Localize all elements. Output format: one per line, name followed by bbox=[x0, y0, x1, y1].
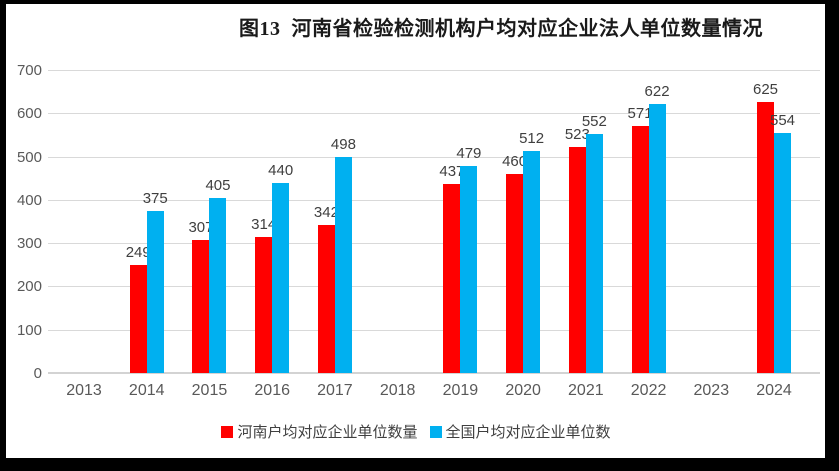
bar-value-label: 307 bbox=[188, 219, 214, 237]
bar-national bbox=[209, 197, 227, 373]
legend: 河南户均对应企业单位数量 全国户均对应企业单位数 bbox=[0, 421, 832, 442]
bar-value-label: 375 bbox=[142, 189, 168, 207]
bar-value-label: 571 bbox=[627, 104, 653, 122]
y-tick-label: 300 bbox=[16, 235, 42, 253]
legend-swatch-icon bbox=[221, 425, 234, 438]
scan-border-bottom bbox=[0, 458, 839, 471]
gridline bbox=[48, 113, 820, 115]
y-tick-label: 200 bbox=[16, 278, 42, 296]
bar-value-label: 554 bbox=[770, 112, 796, 130]
gridline bbox=[48, 243, 820, 245]
bar-value-label: 625 bbox=[753, 81, 779, 99]
bar-value-label: 437 bbox=[439, 162, 465, 180]
x-tick-label: 2021 bbox=[568, 382, 604, 399]
bar-national bbox=[272, 182, 290, 373]
x-tick-label: 2014 bbox=[128, 382, 165, 399]
x-tick-label: 2024 bbox=[756, 382, 792, 399]
bar-henan bbox=[631, 125, 649, 373]
bar-value-label: 498 bbox=[330, 136, 356, 154]
bar-national bbox=[460, 165, 478, 373]
gridline bbox=[48, 329, 820, 331]
bar-value-label: 460 bbox=[502, 152, 528, 170]
y-tick-label: 500 bbox=[16, 148, 42, 166]
bar-national bbox=[146, 210, 164, 373]
y-tick-label: 600 bbox=[16, 105, 42, 123]
scan-border-top bbox=[0, 0, 839, 4]
bar-value-label: 342 bbox=[313, 203, 339, 221]
x-tick-label: 2015 bbox=[191, 382, 228, 399]
y-tick-label: 100 bbox=[16, 321, 42, 339]
bar-henan bbox=[255, 237, 273, 373]
bar-value-label: 314 bbox=[251, 216, 277, 234]
legend-label: 河南户均对应企业单位数量 bbox=[237, 424, 418, 441]
bar-henan bbox=[506, 173, 524, 373]
bar-henan bbox=[129, 265, 147, 373]
x-tick-label: 2020 bbox=[505, 382, 541, 399]
gridline bbox=[48, 156, 820, 158]
bar-value-label: 512 bbox=[519, 130, 545, 148]
scan-border-left bbox=[0, 0, 6, 471]
x-tick-label: 2017 bbox=[317, 382, 353, 399]
gridline bbox=[48, 286, 820, 288]
x-tick-label: 2019 bbox=[442, 382, 479, 399]
bar-value-label: 552 bbox=[581, 113, 607, 131]
bar-national bbox=[334, 157, 352, 373]
bar-national bbox=[523, 151, 541, 373]
legend-item-national: 全国户均对应企业单位数 bbox=[429, 421, 611, 442]
bar-henan bbox=[757, 102, 775, 373]
x-tick-label: 2016 bbox=[254, 382, 290, 399]
bar-national bbox=[585, 134, 603, 373]
x-axis-line bbox=[48, 372, 820, 374]
bar-value-label: 405 bbox=[205, 176, 231, 194]
legend-swatch-icon bbox=[429, 425, 442, 438]
bar-henan bbox=[317, 224, 335, 373]
bar-national bbox=[648, 103, 666, 373]
bar-value-label: 523 bbox=[564, 125, 590, 143]
bar-value-label: 622 bbox=[644, 82, 670, 100]
bar-national bbox=[774, 133, 792, 373]
bar-henan bbox=[443, 183, 461, 373]
x-tick-label: 2018 bbox=[379, 382, 416, 399]
chart-title: 图13 河南省检验检测机构户均对应企业法人单位数量情况 bbox=[239, 18, 763, 40]
legend-label: 全国户均对应企业单位数 bbox=[445, 424, 611, 441]
y-tick-label: 700 bbox=[16, 62, 42, 79]
y-tick-label: 400 bbox=[16, 191, 42, 209]
legend-item-henan: 河南户均对应企业单位数量 bbox=[221, 421, 418, 442]
bar-value-label: 249 bbox=[125, 244, 151, 262]
gridline bbox=[48, 70, 820, 71]
x-tick-label: 2022 bbox=[630, 382, 667, 399]
bar-henan bbox=[192, 240, 210, 373]
bar-value-label: 479 bbox=[456, 144, 482, 162]
bar-value-label: 440 bbox=[268, 161, 294, 179]
y-tick-label: 0 bbox=[33, 365, 42, 382]
x-tick-label: 2023 bbox=[693, 382, 730, 399]
bar-henan bbox=[568, 146, 586, 373]
plot-area: 249 375 307 405 314 440 342 498 437 479 460 512 523 5… bbox=[48, 70, 820, 374]
scan-border-right bbox=[825, 0, 839, 471]
x-tick-label: 2013 bbox=[66, 382, 102, 399]
gridline bbox=[48, 199, 820, 201]
